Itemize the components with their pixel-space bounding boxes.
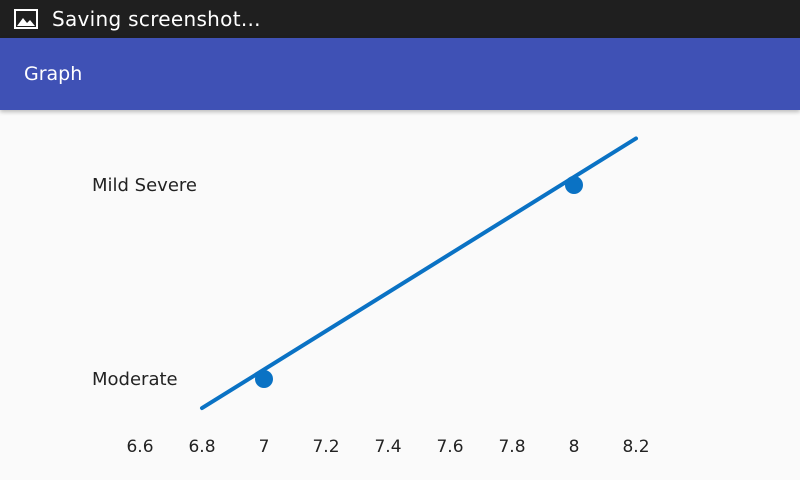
app-title: Graph (24, 63, 83, 85)
y-tick-label: Moderate (92, 369, 178, 390)
x-tick-label: 8.2 (622, 437, 649, 457)
series-line (200, 136, 638, 411)
y-tick-label: Mild Severe (92, 175, 197, 196)
x-tick-label: 8 (569, 437, 580, 457)
x-tick-label: 7.4 (374, 437, 401, 457)
data-point (565, 176, 583, 194)
x-tick-label: 6.8 (188, 437, 215, 457)
graph-chart: Moderate Mild Severe 6.6 6.8 7 7.2 7.4 7.6 7.8 8… (92, 136, 650, 457)
x-axis-labels: 6.6 6.8 7 7.2 7.4 7.6 7.8 8 8.2 (126, 437, 649, 457)
x-tick-label: 7.6 (436, 437, 463, 457)
x-tick-label: 7.2 (312, 437, 339, 457)
series-line-group (200, 136, 638, 411)
status-bar: Saving screenshot... (0, 0, 800, 38)
graph-content: Moderate Mild Severe 6.6 6.8 7 7.2 7.4 7.6 7.8 8… (0, 110, 800, 480)
x-tick-label: 7 (259, 437, 270, 457)
image-icon (13, 8, 39, 30)
data-point (255, 370, 273, 388)
status-text: Saving screenshot... (52, 7, 261, 31)
app-bar: Graph (0, 38, 800, 110)
y-axis-labels: Moderate Mild Severe (92, 175, 197, 390)
x-tick-label: 7.8 (498, 437, 525, 457)
x-tick-label: 6.6 (126, 437, 153, 457)
